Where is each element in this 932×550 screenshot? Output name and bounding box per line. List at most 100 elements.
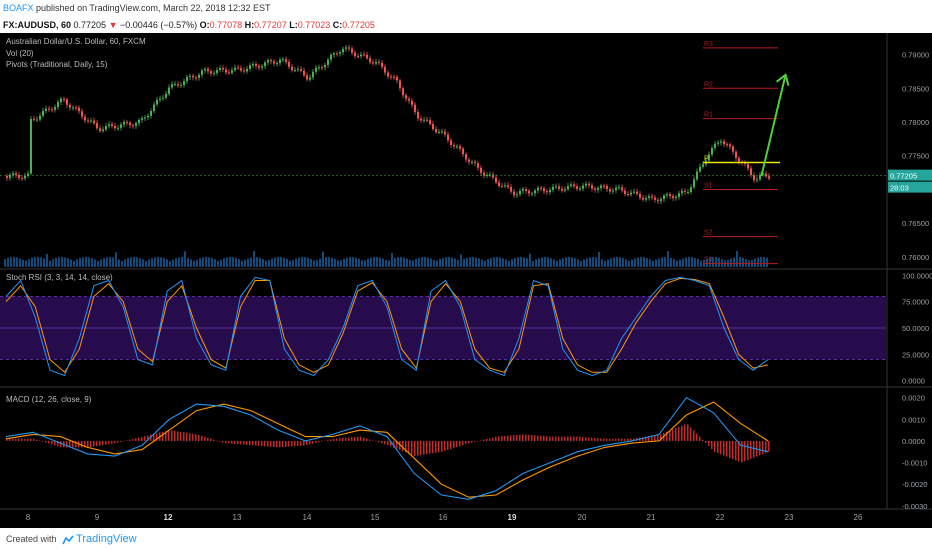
volume-bar bbox=[175, 258, 177, 267]
volume-bar bbox=[373, 257, 375, 267]
volume-bar bbox=[331, 257, 333, 267]
macd-histogram-bar bbox=[768, 440, 770, 452]
candle-body bbox=[87, 120, 89, 122]
macd-histogram-bar bbox=[696, 433, 698, 441]
macd-histogram-bar bbox=[33, 438, 35, 441]
candle-body bbox=[318, 67, 320, 69]
candle-body bbox=[408, 98, 410, 101]
volume-bar bbox=[283, 257, 285, 267]
macd-histogram-bar bbox=[417, 440, 419, 456]
candle-body bbox=[231, 70, 233, 73]
candle-body bbox=[48, 108, 50, 110]
candle-body bbox=[501, 185, 503, 187]
volume-bar bbox=[364, 260, 366, 267]
volume-bar bbox=[259, 257, 261, 267]
macd-histogram-bar bbox=[297, 440, 299, 446]
candle-body bbox=[558, 186, 560, 189]
candle-body bbox=[120, 124, 122, 128]
macd-histogram-bar bbox=[270, 440, 272, 447]
macd-histogram-bar bbox=[672, 429, 674, 441]
candle-body bbox=[303, 70, 305, 76]
volume-bar bbox=[106, 257, 108, 267]
candle-body bbox=[690, 187, 692, 193]
macd-histogram-bar bbox=[54, 440, 56, 446]
tradingview-brand[interactable]: TradingView bbox=[76, 533, 137, 545]
volume-bar bbox=[439, 259, 441, 267]
volume-bar bbox=[46, 253, 48, 267]
chart-area[interactable]: Australian Dollar/U.S. Dollar, 60, FXCM V… bbox=[0, 33, 932, 528]
candle-body bbox=[261, 66, 263, 68]
macd-histogram-bar bbox=[489, 438, 491, 441]
volume-bar bbox=[376, 257, 378, 267]
candle-body bbox=[333, 53, 335, 55]
macd-histogram-bar bbox=[279, 440, 281, 448]
author-link[interactable]: BOAFX bbox=[3, 3, 34, 13]
symbol-label[interactable]: FX:AUDUSD, 60 bbox=[3, 20, 72, 30]
macd-histogram-bar bbox=[708, 440, 710, 446]
volume-bar bbox=[559, 259, 561, 267]
macd-histogram-bar bbox=[162, 431, 164, 441]
macd-histogram-bar bbox=[318, 440, 320, 443]
candle-body bbox=[498, 182, 500, 186]
volume-bar bbox=[685, 257, 687, 267]
candle-body bbox=[75, 107, 77, 109]
macd-histogram-bar bbox=[375, 440, 377, 442]
candle-body bbox=[486, 174, 488, 176]
candle-body bbox=[195, 77, 197, 79]
candle-body bbox=[702, 164, 704, 167]
volume-bar bbox=[514, 258, 516, 267]
candle-body bbox=[600, 185, 602, 188]
macd-histogram-bar bbox=[99, 440, 101, 446]
volume-bar bbox=[583, 259, 585, 267]
macd-histogram-bar bbox=[624, 438, 626, 441]
candle-body bbox=[756, 179, 758, 181]
macd-histogram-bar bbox=[435, 440, 437, 453]
macd-histogram-bar bbox=[384, 440, 386, 445]
candle-body bbox=[168, 87, 170, 94]
candle-body bbox=[654, 197, 656, 200]
chart-canvas[interactable]: Australian Dollar/U.S. Dollar, 60, FXCM V… bbox=[0, 33, 932, 528]
volume-bar bbox=[73, 260, 75, 267]
volume-bar bbox=[121, 260, 123, 267]
candle-body bbox=[288, 61, 290, 67]
macd-histogram-bar bbox=[9, 438, 11, 441]
volume-bar bbox=[139, 258, 141, 267]
macd-histogram-bar bbox=[654, 435, 656, 441]
volume-bar bbox=[34, 257, 36, 267]
volume-bar bbox=[760, 257, 762, 267]
candle-body bbox=[219, 68, 221, 70]
volume-bar bbox=[10, 257, 12, 267]
volume-bar bbox=[460, 254, 462, 267]
volume-bar bbox=[274, 257, 276, 267]
macd-histogram-bar bbox=[219, 440, 221, 442]
macd-histogram-bar bbox=[699, 436, 701, 441]
candle-body bbox=[543, 188, 545, 192]
volume-bar bbox=[250, 257, 252, 267]
volume-bar bbox=[673, 259, 675, 267]
macd-histogram-bar bbox=[285, 440, 287, 447]
candle-body bbox=[153, 104, 155, 112]
candle-body bbox=[450, 140, 452, 146]
volume-bar bbox=[532, 260, 534, 267]
candle-body bbox=[651, 196, 653, 198]
volume-bar bbox=[91, 258, 93, 267]
macd-histogram-bar bbox=[549, 436, 551, 441]
candle-body bbox=[717, 142, 719, 144]
macd-histogram-bar bbox=[180, 431, 182, 441]
time-tick-label: 16 bbox=[439, 513, 448, 522]
candle-body bbox=[255, 64, 257, 66]
volume-bar bbox=[142, 259, 144, 267]
macd-histogram-bar bbox=[723, 440, 725, 456]
candle-body bbox=[36, 119, 38, 121]
price-indicator-label: Vol (20) bbox=[6, 49, 34, 58]
macd-histogram-bar bbox=[606, 438, 608, 441]
candle-body bbox=[612, 190, 614, 192]
volume-bar bbox=[7, 257, 9, 267]
volume-bar bbox=[661, 257, 663, 267]
volume-bar bbox=[481, 259, 483, 267]
volume-bar bbox=[454, 258, 456, 267]
volume-bar bbox=[463, 259, 465, 267]
volume-bar bbox=[484, 260, 486, 267]
volume-bar bbox=[115, 252, 117, 267]
macd-histogram-bar bbox=[186, 432, 188, 441]
